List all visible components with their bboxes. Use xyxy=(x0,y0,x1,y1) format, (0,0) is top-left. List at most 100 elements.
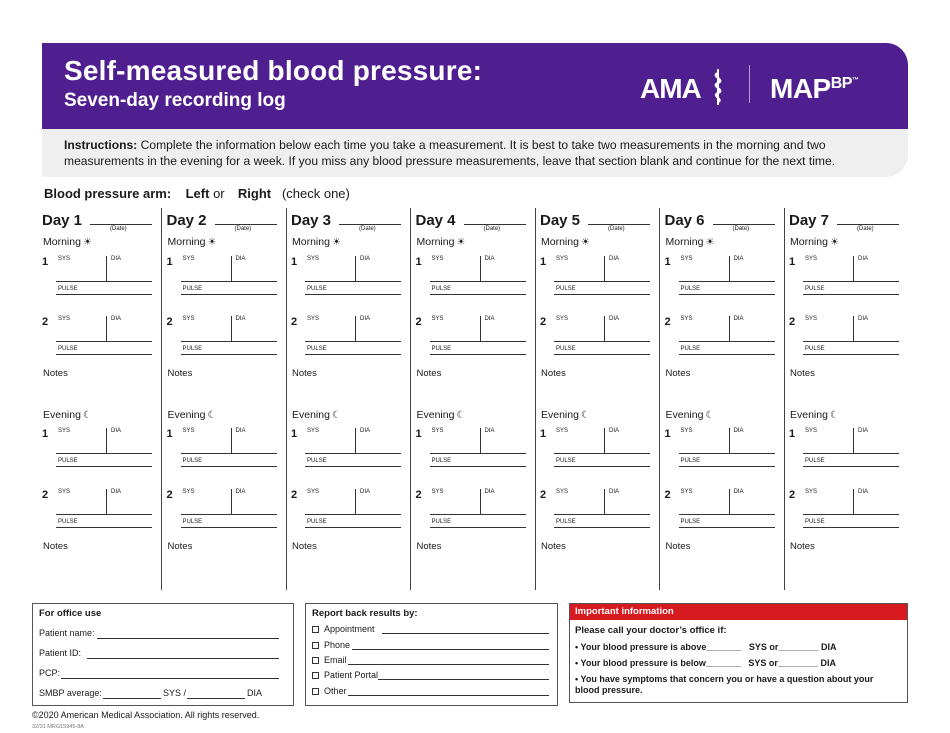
patient-id-field[interactable] xyxy=(87,658,279,659)
patient-id-label: Patient ID: xyxy=(39,648,82,658)
pulse-entry-line[interactable] xyxy=(180,527,277,528)
date-entry-line[interactable] xyxy=(463,224,526,225)
pulse-entry-line[interactable] xyxy=(429,527,526,528)
sys-dia-entry-line[interactable] xyxy=(429,281,526,282)
smbp-dia-field[interactable] xyxy=(187,698,245,699)
pulse-entry-line[interactable] xyxy=(678,466,775,467)
sys-dia-entry-line[interactable] xyxy=(305,341,401,342)
date-entry-line[interactable] xyxy=(90,224,152,225)
pulse-entry-line[interactable] xyxy=(803,354,899,355)
checkbox-icon[interactable] xyxy=(312,688,319,695)
pulse-entry-line[interactable] xyxy=(56,466,152,467)
sys-label: SYS xyxy=(805,316,818,322)
sys-dia-entry-line[interactable] xyxy=(803,514,899,515)
pulse-entry-line[interactable] xyxy=(803,294,899,295)
date-entry-line[interactable] xyxy=(214,224,277,225)
sys-label: SYS xyxy=(58,428,71,434)
sys-dia-entry-line[interactable] xyxy=(305,514,401,515)
report-option-other[interactable]: Other xyxy=(312,686,347,696)
pulse-entry-line[interactable] xyxy=(56,354,152,355)
sys-label: SYS xyxy=(805,256,818,262)
pulse-entry-line[interactable] xyxy=(180,466,277,467)
sys-dia-entry-line[interactable] xyxy=(803,341,899,342)
sys-dia-entry-line[interactable] xyxy=(678,453,775,454)
checkbox-icon[interactable] xyxy=(312,657,319,664)
sys-dia-entry-line[interactable] xyxy=(803,281,899,282)
sys-dia-entry-line[interactable] xyxy=(554,341,650,342)
day-title: Day 7 xyxy=(789,212,830,229)
dia-label: DIA xyxy=(235,316,246,322)
pulse-label: PULSE xyxy=(58,458,78,464)
pulse-entry-line[interactable] xyxy=(429,466,526,467)
date-entry-line[interactable] xyxy=(712,224,775,225)
sys-dia-entry-line[interactable] xyxy=(180,514,277,515)
sys-dia-entry-line[interactable] xyxy=(180,281,277,282)
sys-dia-entry-line[interactable] xyxy=(678,514,775,515)
report-line xyxy=(378,679,549,680)
pulse-entry-line[interactable] xyxy=(803,527,899,528)
sys-dia-divider xyxy=(355,256,356,282)
sys-dia-entry-line[interactable] xyxy=(429,341,526,342)
pulse-entry-line[interactable] xyxy=(678,527,775,528)
sys-label: SYS xyxy=(182,489,195,495)
report-option-phone[interactable]: Phone xyxy=(312,640,350,650)
reading-number: 1 xyxy=(540,256,547,268)
pulse-entry-line[interactable] xyxy=(56,527,152,528)
pulse-entry-line[interactable] xyxy=(180,354,277,355)
staff-of-asclepius-icon xyxy=(714,69,722,105)
report-option-email[interactable]: Email xyxy=(312,655,347,665)
arm-left-option[interactable]: Left xyxy=(185,186,210,201)
pulse-label: PULSE xyxy=(680,286,701,292)
pulse-entry-line[interactable] xyxy=(803,466,899,467)
dia-label: DIA xyxy=(360,256,371,262)
pulse-entry-line[interactable] xyxy=(678,354,775,355)
report-line xyxy=(382,633,549,634)
sys-dia-entry-line[interactable] xyxy=(429,453,526,454)
patient-name-field[interactable] xyxy=(97,638,279,639)
pcp-field[interactable] xyxy=(61,678,279,679)
sys-dia-entry-line[interactable] xyxy=(678,341,775,342)
reading-row: 1 SYS DIA PULSE xyxy=(416,428,528,476)
pulse-entry-line[interactable] xyxy=(305,527,401,528)
arm-right-option[interactable]: Right xyxy=(237,186,272,201)
report-option-appointment[interactable]: Appointment xyxy=(312,624,375,634)
date-entry-line[interactable] xyxy=(837,224,899,225)
sys-dia-entry-line[interactable] xyxy=(56,281,152,282)
pulse-entry-line[interactable] xyxy=(554,527,650,528)
sys-dia-entry-line[interactable] xyxy=(678,281,775,282)
pulse-entry-line[interactable] xyxy=(56,294,152,295)
sys-dia-entry-line[interactable] xyxy=(305,453,401,454)
pulse-entry-line[interactable] xyxy=(554,466,650,467)
pulse-entry-line[interactable] xyxy=(678,294,775,295)
pulse-entry-line[interactable] xyxy=(305,354,401,355)
pulse-entry-line[interactable] xyxy=(429,354,526,355)
sys-dia-entry-line[interactable] xyxy=(554,453,650,454)
sys-dia-entry-line[interactable] xyxy=(180,453,277,454)
sys-dia-entry-line[interactable] xyxy=(305,281,401,282)
sys-dia-entry-line[interactable] xyxy=(554,514,650,515)
pulse-entry-line[interactable] xyxy=(180,294,277,295)
date-entry-line[interactable] xyxy=(588,224,650,225)
checkbox-icon[interactable] xyxy=(312,642,319,649)
sys-dia-entry-line[interactable] xyxy=(429,514,526,515)
pulse-label: PULSE xyxy=(556,519,576,525)
sys-dia-entry-line[interactable] xyxy=(180,341,277,342)
smbp-sys-field[interactable] xyxy=(103,698,161,699)
date-entry-line[interactable] xyxy=(339,224,401,225)
pulse-entry-line[interactable] xyxy=(554,354,650,355)
sys-dia-entry-line[interactable] xyxy=(803,453,899,454)
pulse-entry-line[interactable] xyxy=(305,466,401,467)
sys-dia-entry-line[interactable] xyxy=(554,281,650,282)
notes-label: Notes xyxy=(292,541,317,552)
sys-dia-entry-line[interactable] xyxy=(56,514,152,515)
checkbox-icon[interactable] xyxy=(312,626,319,633)
checkbox-icon[interactable] xyxy=(312,672,319,679)
sys-dia-entry-line[interactable] xyxy=(56,341,152,342)
pulse-entry-line[interactable] xyxy=(554,294,650,295)
report-option-portal[interactable]: Patient Portal xyxy=(312,670,378,680)
sys-dia-entry-line[interactable] xyxy=(56,453,152,454)
date-label: (Date) xyxy=(110,226,127,232)
sys-label: SYS xyxy=(307,316,320,322)
pulse-entry-line[interactable] xyxy=(305,294,401,295)
pulse-entry-line[interactable] xyxy=(429,294,526,295)
